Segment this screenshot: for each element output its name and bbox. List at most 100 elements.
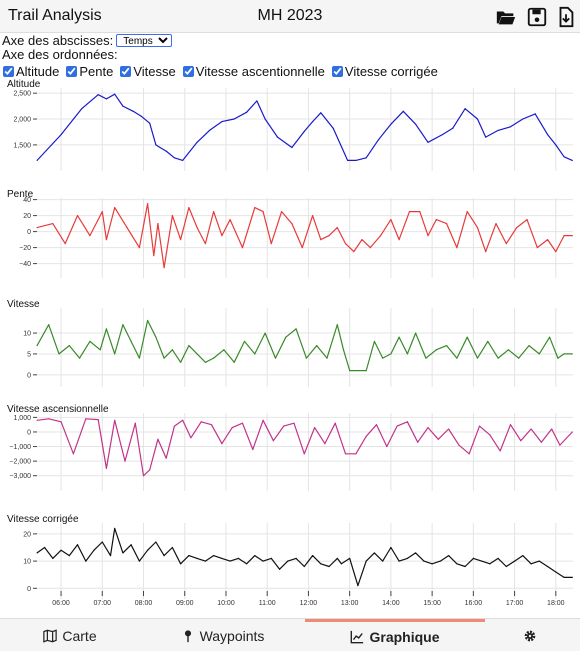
data-point-altitude [522, 118, 524, 120]
data-point-vitesse [188, 344, 190, 347]
data-point-vitesse-ascensionnelle [396, 425, 398, 427]
data-point-vitesse-corrig-e [497, 557, 499, 559]
data-point-pente [361, 239, 363, 241]
data-point-vitesse [549, 336, 551, 338]
data-point-vitesse-corrig-e [538, 560, 540, 562]
y-tick-label: 0 [27, 372, 31, 379]
data-point-vitesse-ascensionnelle [134, 422, 136, 424]
data-point-vitesse-corrig-e [415, 552, 417, 554]
data-point-vitesse [196, 353, 198, 355]
data-point-vitesse-corrig-e [60, 549, 62, 551]
x-tick-label: 09:00 [176, 600, 194, 607]
checkbox-label: Altitude [16, 63, 60, 79]
checkbox-vitesse-ascentionnelle[interactable]: Vitesse ascentionnelle [182, 64, 325, 79]
checkbox-label: Vitesse corrigée [344, 63, 438, 79]
y-tick-label: −20 [19, 245, 31, 252]
data-point-pente [495, 223, 497, 225]
x-axis-select[interactable]: Temps [116, 33, 173, 47]
checkbox-input[interactable] [182, 65, 194, 77]
data-point-vitesse-ascensionnelle [165, 457, 167, 459]
y-axis-label: Axe des ordonnées: [2, 46, 118, 62]
data-point-vitesse-corrig-e [180, 563, 182, 565]
data-point-vitesse-corrig-e [328, 565, 330, 568]
checkbox-altitude[interactable]: Altitude [2, 64, 59, 79]
data-point-vitesse [563, 353, 565, 355]
data-point-pente [328, 235, 330, 237]
data-point-vitesse-ascensionnelle [252, 448, 254, 451]
data-point-vitesse [373, 340, 376, 343]
data-point-vitesse [365, 370, 367, 372]
data-point-vitesse-corrig-e [456, 563, 458, 565]
data-point-vitesse-corrig-e [287, 560, 289, 562]
data-point-pente [379, 235, 382, 237]
app-title: Trail Analysis [8, 7, 102, 24]
data-point-vitesse-ascensionnelle [437, 438, 439, 440]
data-point-vitesse-corrig-e [513, 560, 516, 562]
data-point-vitesse [295, 328, 297, 330]
checkbox-input[interactable] [66, 65, 78, 77]
data-point-pente [221, 235, 223, 237]
data-point-altitude [485, 136, 487, 138]
data-point-vitesse-corrig-e [336, 557, 338, 559]
tab-waypoints[interactable]: Waypoints [140, 619, 305, 651]
data-point-altitude [534, 113, 536, 115]
download-icon[interactable] [555, 6, 577, 28]
data-point-vitesse [316, 344, 318, 347]
data-point-vitesse [538, 353, 540, 355]
data-point-pente [336, 227, 338, 229]
data-point-vitesse-corrig-e [546, 565, 549, 568]
x-tick-label: 10:00 [217, 600, 235, 607]
save-icon[interactable] [526, 6, 548, 28]
data-point-vitesse-ascensionnelle [157, 438, 159, 440]
data-point-vitesse-corrig-e [147, 549, 149, 551]
data-point-vitesse-corrig-e [93, 549, 95, 551]
data-point-vitesse [105, 328, 108, 330]
data-point-pente [398, 239, 400, 241]
data-point-vitesse-ascensionnelle [36, 419, 38, 421]
data-point-pente [114, 207, 116, 209]
data-point-altitude [105, 98, 108, 100]
tab-settings[interactable] [485, 619, 580, 651]
folder-open-icon[interactable] [495, 6, 517, 28]
data-point-vitesse-corrig-e [36, 552, 38, 554]
data-point-pente [262, 211, 264, 213]
checkbox-pente[interactable]: Pente [65, 64, 113, 79]
data-point-vitesse [571, 353, 573, 355]
data-point-pente [270, 243, 272, 245]
data-point-altitude [81, 108, 83, 110]
data-point-vitesse-ascensionnelle [241, 422, 244, 424]
data-point-vitesse-corrig-e [109, 555, 112, 557]
y-tick-label: 40 [23, 197, 31, 204]
data-point-vitesse-corrig-e [85, 560, 87, 562]
tab-graphique[interactable]: Graphique [305, 619, 485, 651]
chart-area: Altitude 1,500 2,000 2,500 Pente −40 −20 0 20 40 V… [7, 79, 573, 607]
data-point-vitesse-corrig-e [303, 565, 305, 568]
data-point-vitesse [36, 344, 38, 347]
data-point-vitesse-corrig-e [114, 527, 116, 530]
data-point-altitude [365, 157, 367, 159]
data-point-vitesse [122, 324, 124, 326]
data-point-pente [301, 247, 303, 249]
x-tick-label: 14:00 [382, 600, 400, 607]
data-point-vitesse-corrig-e [138, 560, 140, 562]
data-point-altitude [427, 141, 429, 143]
data-point-altitude [377, 139, 380, 141]
data-point-altitude [415, 123, 417, 125]
checkbox-input[interactable] [331, 65, 343, 77]
data-point-vitesse-corrig-e [213, 555, 215, 557]
data-point-altitude [464, 108, 466, 110]
data-point-vitesse-corrig-e [229, 560, 231, 562]
checkbox-vitesse[interactable]: Vitesse [119, 64, 176, 79]
tab-carte[interactable]: Carte [0, 619, 140, 651]
tab-label: Waypoints [199, 627, 265, 644]
checkbox-input[interactable] [3, 65, 14, 77]
checkbox-vitesse-corrigee[interactable]: Vitesse corrigée [331, 64, 438, 79]
data-point-altitude [233, 118, 235, 120]
data-point-pente [180, 239, 182, 241]
checkbox-input[interactable] [120, 65, 132, 77]
data-point-pente [89, 235, 91, 237]
data-point-pente [445, 223, 448, 225]
data-point-pente [456, 247, 458, 249]
data-point-pente [229, 219, 231, 221]
data-point-vitesse-corrig-e [295, 557, 297, 559]
